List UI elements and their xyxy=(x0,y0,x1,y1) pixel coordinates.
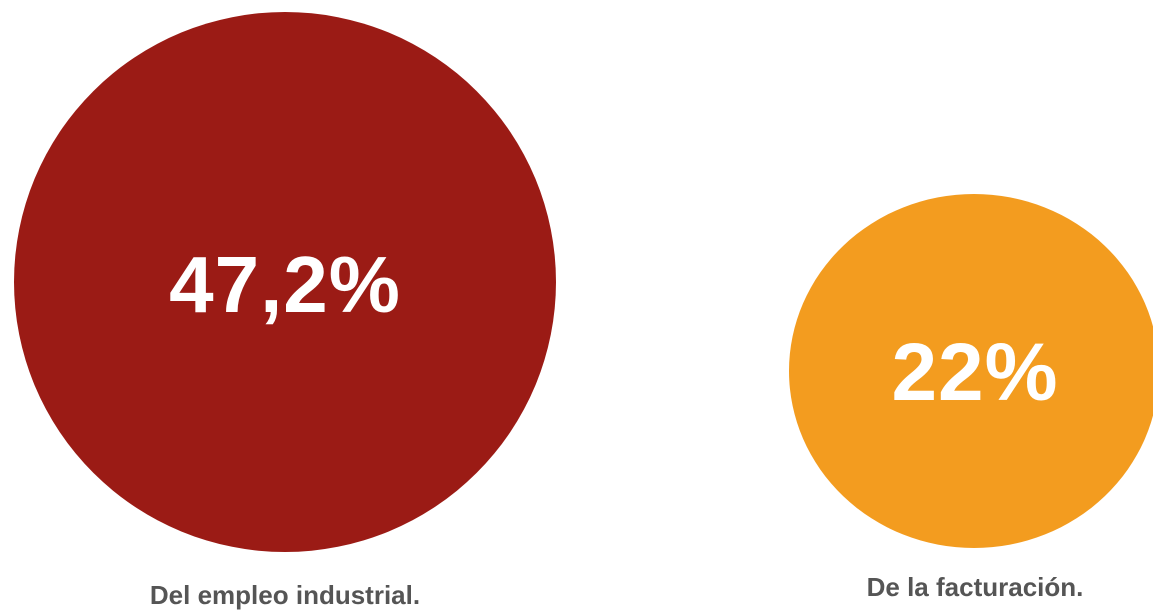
bubble-value-label: 22% xyxy=(891,327,1059,418)
bubble-empleo-industrial: 47,2% xyxy=(14,12,556,552)
bubble-facturacion: 22% xyxy=(789,194,1153,548)
bubble-caption: Del empleo industrial. xyxy=(149,580,421,610)
bubble-caption: De la facturación. xyxy=(866,572,1084,602)
bubble-value-label: 47,2% xyxy=(169,240,401,329)
